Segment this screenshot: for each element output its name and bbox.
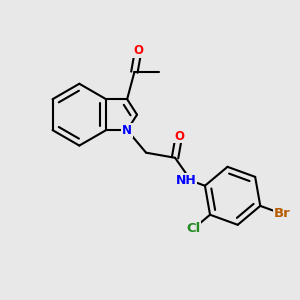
Text: N: N bbox=[122, 124, 132, 136]
Text: O: O bbox=[133, 44, 143, 57]
Text: O: O bbox=[174, 130, 184, 142]
Text: NH: NH bbox=[176, 174, 196, 187]
Text: Cl: Cl bbox=[186, 222, 200, 236]
Text: Br: Br bbox=[274, 207, 291, 220]
